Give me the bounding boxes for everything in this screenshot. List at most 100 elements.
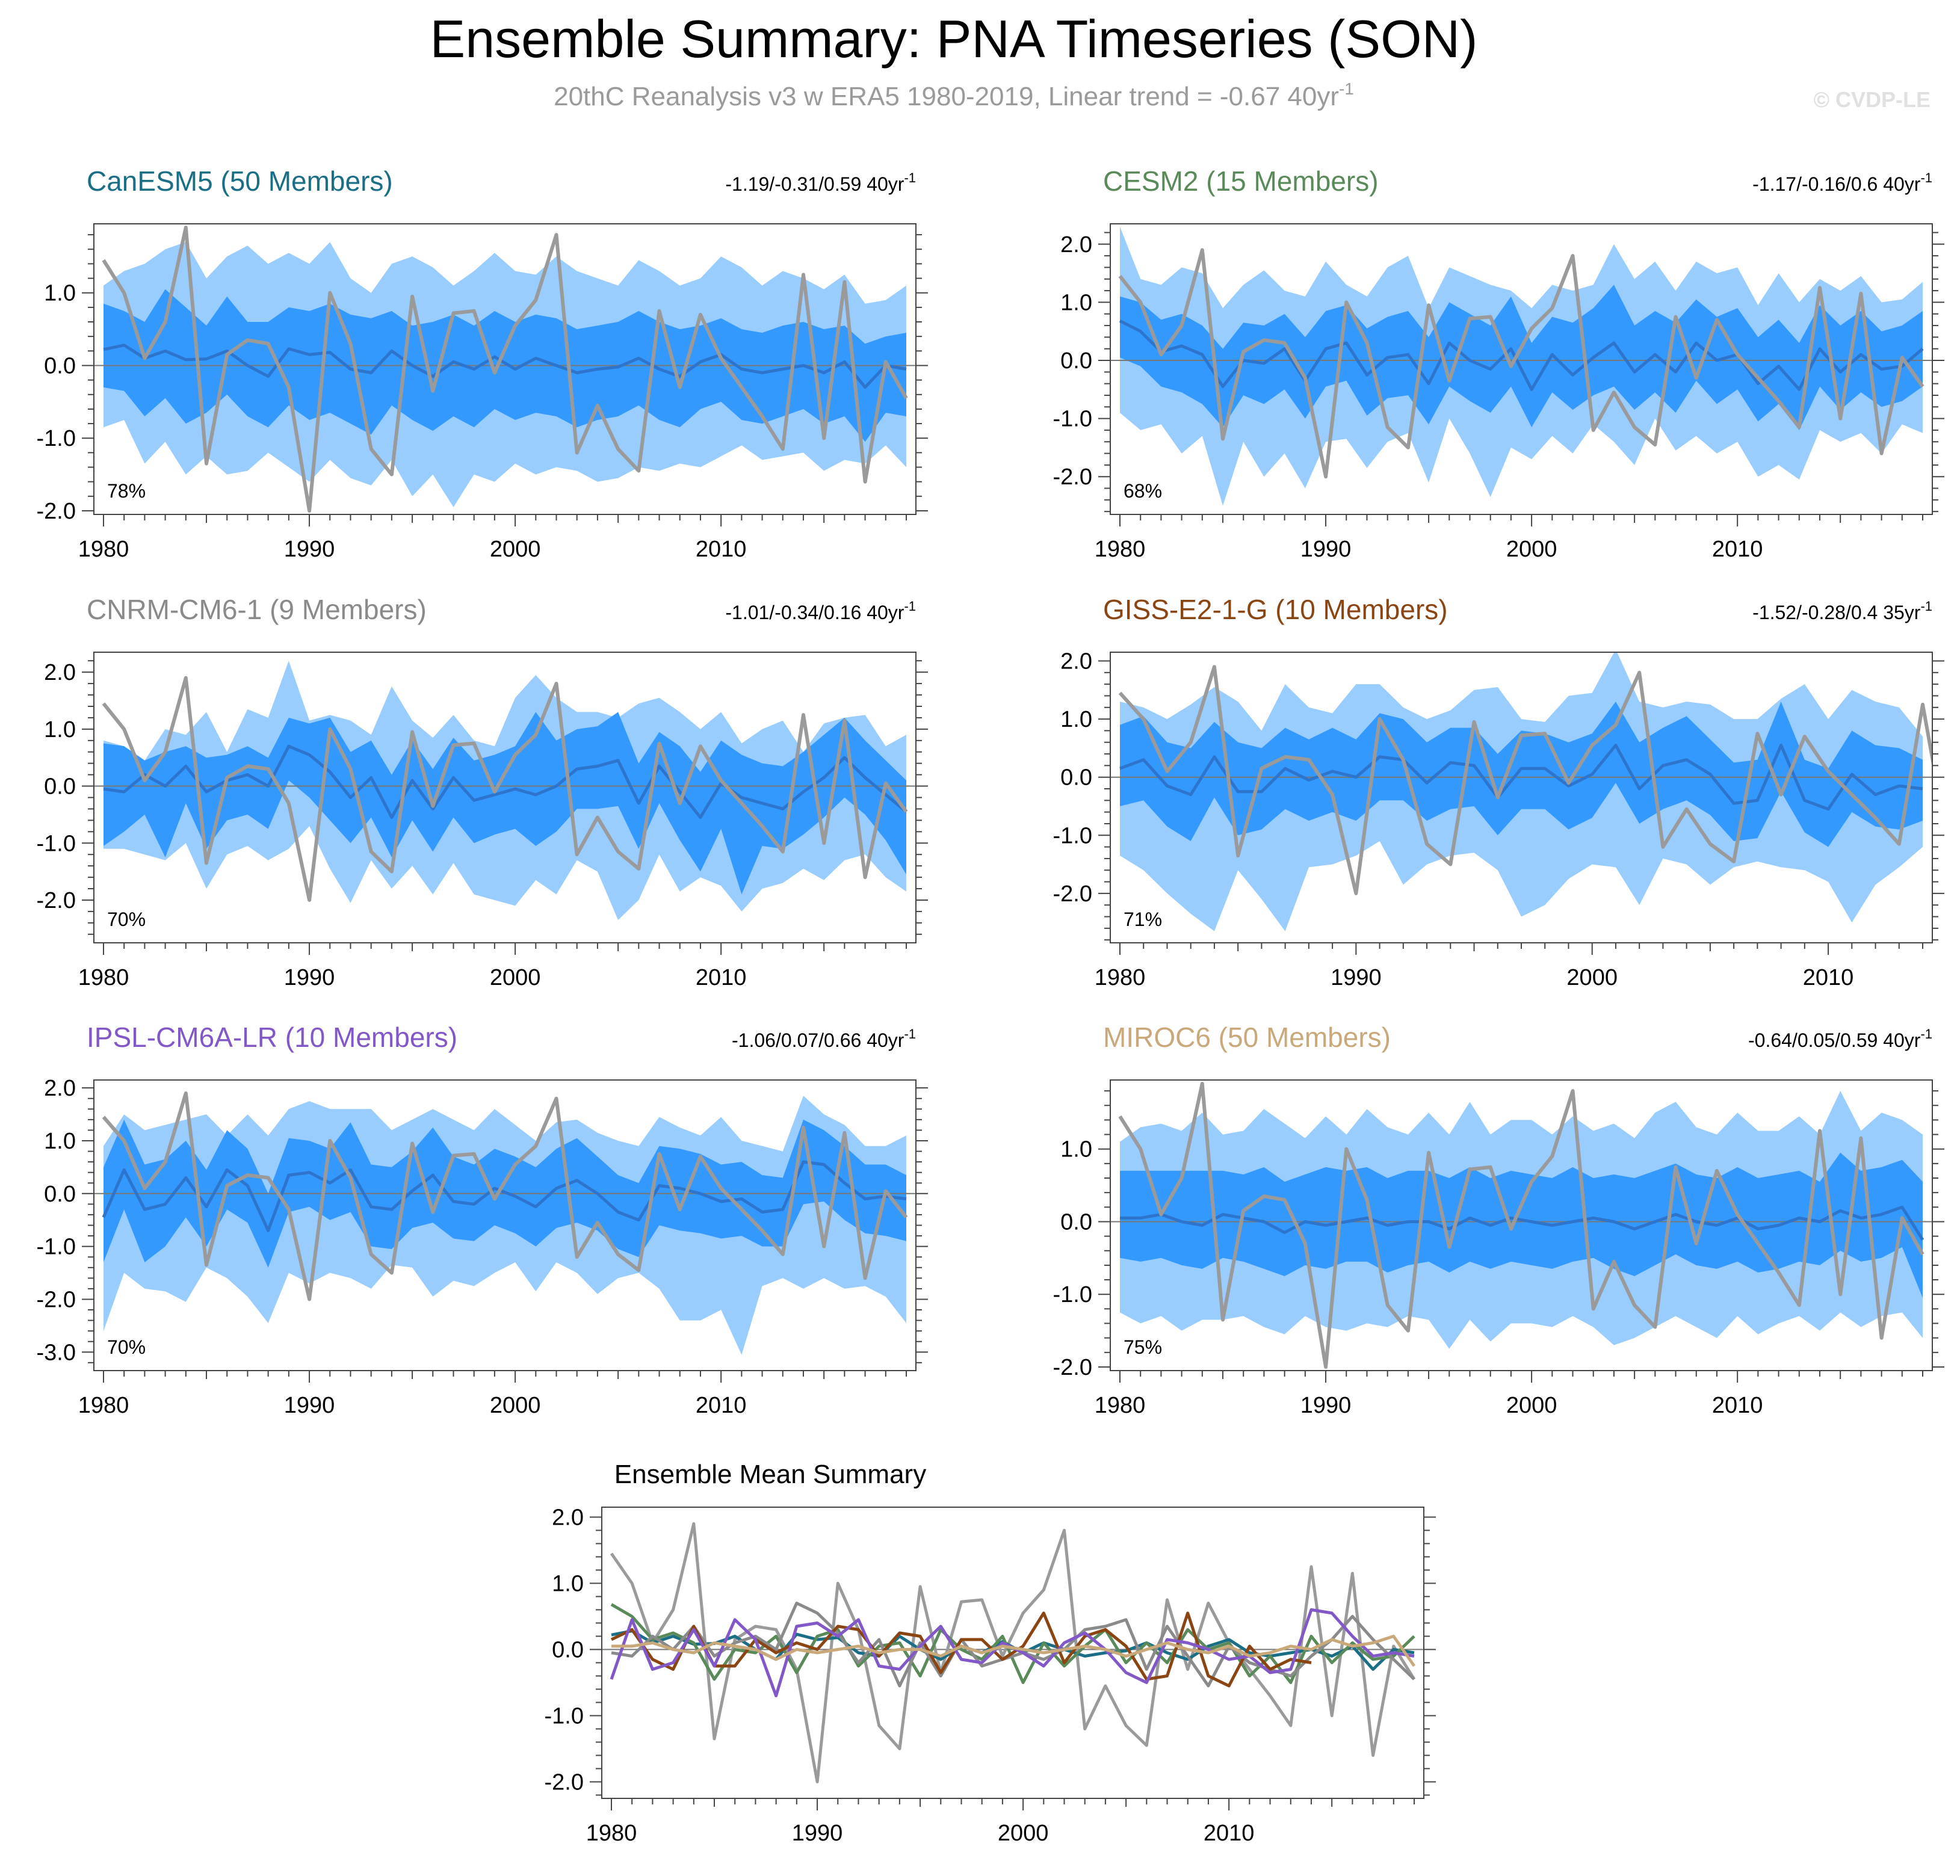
trend-label: -0.64/0.05/0.59 40yr-1 [1748,1026,1932,1051]
series-line-20thc-reanalysis-v3-w-era5 [610,1522,1416,1783]
x-tick-label: 2000 [1506,1393,1557,1418]
figure-title: Ensemble Summary: PNA Timeseries (SON) [430,9,1478,69]
x-tick-label: 1980 [1095,1393,1146,1418]
inner-percentile-band [104,712,906,895]
panel-2: -2.0 -1.0 0.0 1.0 2.0 1980 1990 2000 2010 CNRM-CM… [37,594,928,990]
y-tick-label: 1.0 [44,1129,76,1154]
ensemble-mean-line [102,1160,907,1232]
percent-label: 75% [1124,1336,1162,1358]
ensemble-mean-line [103,344,907,389]
trend-unit-superscript: -1 [904,170,916,185]
observation-line [1118,248,1924,479]
plot-area [1110,652,1932,931]
series-line-cnrm-cm6-1 [611,1602,1415,1688]
series-line-giss-e2-1-g [610,1611,1312,1688]
percent-label: 68% [1124,480,1162,502]
x-tick-label: 1990 [1300,1393,1352,1418]
x-tick-label: 2010 [1712,1393,1763,1418]
observation-line [102,226,908,513]
watermark: © CVDP-LE [1813,87,1931,112]
trend-label: -1.19/-0.31/0.59 40yr-1 [725,170,916,195]
plot-frame [93,223,917,515]
plot-area [1110,1082,1932,1369]
trend-label: -1.17/-0.16/0.6 40yr-1 [1752,170,1932,195]
y-tick-label: -3.0 [37,1340,76,1365]
observation-line [1118,665,1932,895]
plot-frame [601,1507,1424,1799]
x-tick-label: 2000 [490,965,541,990]
panels: -2.0 -1.0 0.0 1.0 1980 1990 2000 2010 CanESM5 (5… [37,165,1944,1846]
x-tick-label: 1980 [78,537,129,562]
figure-subtitle-superscript: -1 [1339,79,1354,98]
y-tick-label: -2.0 [37,499,76,524]
observation-line [1118,1082,1924,1369]
y-tick-label: -1.0 [37,831,76,856]
y-tick-label: -1.0 [37,426,76,451]
percent-label: 71% [1124,909,1162,930]
x-tick-label: 2010 [696,965,747,990]
y-tick-label: 0.0 [1060,765,1092,791]
x-tick-label: 2010 [1204,1821,1255,1846]
y-tick-label: 2.0 [44,660,76,685]
x-tick-label: 2000 [1566,965,1618,990]
x-tick-label: 2010 [1803,965,1854,990]
model-title: IPSL-CM6A-LR (10 Members) [87,1022,457,1053]
ensemble-mean-title: Ensemble Mean Summary [614,1460,926,1489]
inner-percentile-band [1120,285,1923,430]
y-tick-label: 1.0 [44,281,76,306]
y-tick-label: 1.0 [44,717,76,742]
plot-area [602,1522,1424,1783]
model-title: CNRM-CM6-1 (9 Members) [87,594,427,625]
y-tick-label: -1.0 [545,1704,584,1729]
y-tick-label: -2.0 [545,1770,584,1795]
y-tick-label: 0.0 [1060,1209,1092,1235]
y-tick-label: 2.0 [44,1076,76,1101]
observation-line [102,676,908,902]
panel-3: -2.0 -1.0 0.0 1.0 2.0 1980 1990 2000 2010 GISS-E2… [1053,594,1944,990]
x-tick-label: 1990 [1331,965,1382,990]
model-title: MIROC6 (50 Members) [1103,1022,1391,1053]
trend-value: -1.01/-0.34/0.16 40yr [725,602,904,623]
figure-subtitle-main: 20thC Reanalysis v3 w ERA5 1980-2019, Li… [554,82,1339,111]
trend-unit-superscript: -1 [904,1026,916,1041]
trend-label: -1.06/0.07/0.66 40yr-1 [732,1026,916,1051]
model-title: CanESM5 (50 Members) [87,165,393,197]
x-tick-label: 1990 [1300,537,1352,562]
trend-unit-superscript: -1 [904,599,916,614]
y-tick-label: -2.0 [37,1287,76,1312]
y-tick-label: 2.0 [1060,649,1092,674]
y-tick-label: 2.0 [1060,232,1092,258]
x-tick-label: 1980 [78,965,129,990]
y-tick-label: -1.0 [1053,1282,1092,1307]
plot-area [94,226,916,513]
inner-percentile-band [1120,1152,1923,1298]
y-tick-label: -1.0 [1053,407,1092,432]
ensemble-mean-line [1119,319,1924,391]
x-tick-label: 1990 [284,1393,335,1418]
panel-5: -2.0 -1.0 0.0 1.0 1980 1990 2000 2010 MIROC6 (50… [1053,1022,1944,1418]
ensemble-mean-line [1120,1205,1924,1241]
plot-area [1110,226,1932,506]
panel-4: -3.0 -2.0 -1.0 0.0 1.0 2.0 1980 1990 2000 2010 IPS… [37,1022,928,1418]
x-tick-label: 1990 [284,537,335,562]
y-tick-label: 1.0 [1060,1137,1092,1162]
figure-subtitle: 20thC Reanalysis v3 w ERA5 1980-2019, Li… [554,79,1354,111]
y-tick-label: 2.0 [552,1505,584,1531]
trend-value: -1.06/0.07/0.66 40yr [732,1029,904,1051]
inner-percentile-band [1120,702,1923,847]
y-tick-label: 1.0 [1060,290,1092,315]
y-tick-label: 0.0 [44,774,76,800]
plot-frame [1110,1079,1933,1371]
x-tick-label: 1980 [1095,537,1146,562]
panel-6: -2.0 -1.0 0.0 1.0 2.0 1980 1990 2000 2010 Ensembl… [545,1460,1436,1846]
trend-value: -1.19/-0.31/0.59 40yr [725,173,904,195]
trend-unit-superscript: -1 [1920,1026,1932,1041]
series-line-miroc6 [611,1635,1416,1667]
x-tick-label: 2000 [490,537,541,562]
trend-value: -1.52/-0.28/0.4 35yr [1752,602,1921,623]
y-tick-label: 0.0 [1060,348,1092,374]
x-tick-label: 2000 [998,1821,1049,1846]
x-tick-label: 1990 [792,1821,843,1846]
plot-area [94,661,916,921]
